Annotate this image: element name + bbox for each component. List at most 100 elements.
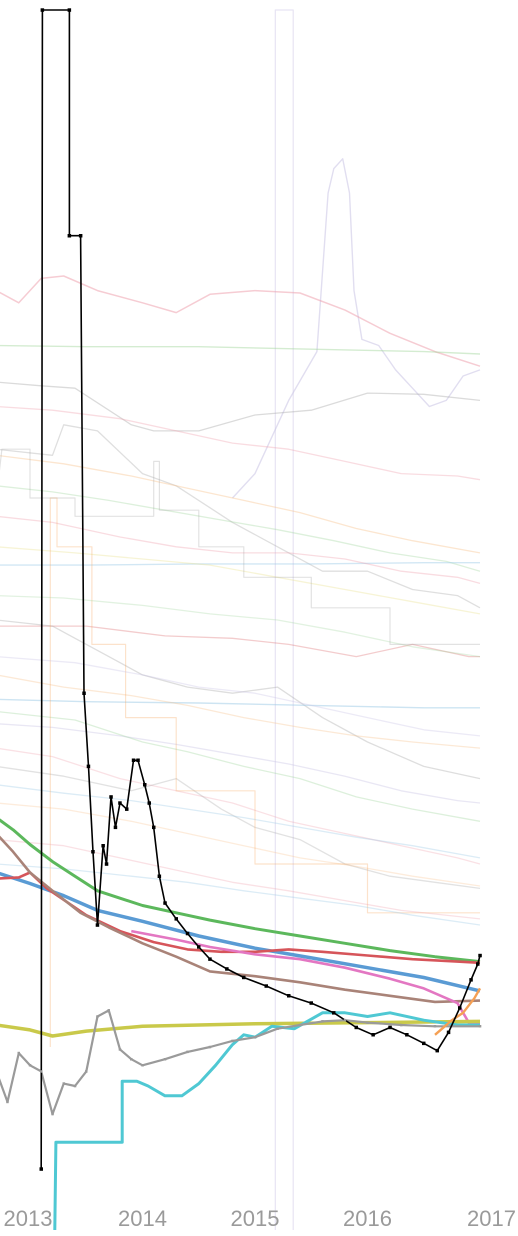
- series-line-f-blue-1: [0, 562, 480, 566]
- series-line-f-blue-3: [0, 784, 481, 859]
- point-black-3: [67, 234, 72, 238]
- point-black-8: [95, 923, 100, 927]
- point-black-22: [174, 917, 178, 921]
- x-tick-label-2016: 2016: [343, 1206, 392, 1231]
- series-line-brown: [0, 835, 481, 1004]
- point-gray-12: [130, 1058, 133, 1061]
- point-gray-9: [96, 1015, 99, 1018]
- series-line-f-blue-2: [0, 698, 480, 709]
- point-black-25: [208, 957, 212, 961]
- point-black-32: [354, 1025, 358, 1030]
- series-line-f-pink-top: [0, 275, 481, 367]
- point-black-4: [78, 234, 83, 238]
- point-gray-17: [231, 1039, 234, 1043]
- series-line-f-green-1: [0, 344, 481, 355]
- series-line-f-orange-1: [0, 455, 481, 554]
- point-black-24: [197, 945, 201, 949]
- point-black-37: [435, 1048, 439, 1053]
- series-line-orange: [434, 987, 482, 1036]
- point-black-27: [242, 975, 246, 980]
- point-black-21: [163, 901, 167, 905]
- series-line-f-pink-4: [0, 748, 481, 865]
- point-black-0: [39, 1167, 43, 1171]
- point-black-41: [476, 962, 480, 966]
- series-line-f-gray-1: [0, 381, 481, 432]
- series-line-f-pink-3: [0, 516, 481, 585]
- point-gray-6: [62, 1082, 65, 1085]
- x-axis: 2013 2014 2015 2016 2017: [4, 1206, 516, 1231]
- point-black-35: [405, 1033, 409, 1037]
- point-gray-1: [6, 1100, 9, 1104]
- series-line-f-lav-2: [0, 656, 481, 737]
- series-line-f-orange-3: [0, 802, 481, 887]
- point-black-11: [109, 795, 113, 799]
- point-black-36: [422, 1041, 426, 1046]
- point-black-6: [86, 764, 91, 769]
- point-black-38: [446, 1030, 451, 1035]
- x-tick-label-2013: 2013: [4, 1206, 53, 1231]
- series-line-f-red-1: [0, 625, 480, 658]
- series-layer: [0, 9, 482, 1231]
- series-line-f-orange-2: [0, 674, 481, 749]
- point-gray-11: [118, 1048, 122, 1051]
- series-line-f-blue-4: [0, 863, 481, 926]
- point-gray-24: [400, 1023, 403, 1027]
- point-gray-13: [141, 1064, 144, 1067]
- x-tick-label-2014: 2014: [118, 1206, 167, 1231]
- point-gray-21: [321, 1020, 324, 1023]
- series-line-f-gray-5: [0, 448, 480, 645]
- point-black-16: [136, 758, 140, 762]
- point-black-34: [388, 1025, 392, 1030]
- series-line-lav-spike: [231, 158, 481, 499]
- point-black-33: [371, 1033, 375, 1037]
- point-gray-8: [85, 1070, 88, 1073]
- marker-layer: [6, 8, 482, 1171]
- series-line-f-pink-2: [0, 406, 481, 481]
- point-black-20: [157, 874, 162, 878]
- point-black-40: [469, 978, 473, 982]
- series-line-gray: [0, 1009, 480, 1116]
- series-line-f-gray-3: [0, 619, 481, 780]
- series-line-f-green-2: [0, 485, 481, 572]
- point-black-14: [125, 807, 129, 811]
- point-gray-19: [276, 1027, 279, 1030]
- point-black-7: [91, 850, 95, 854]
- point-gray-14: [163, 1058, 167, 1061]
- point-black-42: [478, 953, 482, 958]
- series-line-lav-wall: [274, 9, 294, 1230]
- point-gray-7: [73, 1084, 77, 1088]
- point-gray-5: [51, 1112, 54, 1116]
- series-line-f-yellow-1: [0, 546, 481, 615]
- point-black-39: [458, 1006, 462, 1010]
- series-line-f-gray-4: [0, 766, 481, 890]
- point-black-19: [152, 825, 156, 830]
- series-line-f-green-4: [0, 595, 481, 658]
- point-gray-3: [28, 1064, 32, 1067]
- point-black-28: [264, 984, 268, 988]
- point-black-30: [309, 1001, 313, 1005]
- point-gray-2: [17, 1051, 20, 1055]
- point-gray-18: [253, 1036, 257, 1039]
- point-black-29: [287, 994, 291, 998]
- point-gray-26: [478, 1025, 482, 1028]
- x-tick-label-2017: 2017: [467, 1206, 516, 1231]
- point-gray-23: [366, 1021, 369, 1024]
- x-tick-label-2015: 2015: [231, 1206, 280, 1231]
- series-line-f-green-3: [0, 711, 481, 822]
- point-black-2: [67, 8, 72, 12]
- point-black-9: [101, 844, 105, 848]
- series-line-f-orange-4: [49, 497, 480, 1047]
- point-black-17: [143, 783, 147, 787]
- point-black-23: [185, 931, 190, 936]
- point-black-13: [118, 801, 122, 805]
- series-line-f-gray-2: [0, 424, 481, 609]
- point-black-15: [131, 758, 136, 762]
- point-black-1: [40, 8, 45, 12]
- point-black-12: [113, 825, 118, 830]
- point-black-5: [82, 691, 86, 695]
- point-black-18: [147, 801, 151, 805]
- point-gray-25: [433, 1025, 437, 1028]
- point-black-10: [104, 862, 109, 866]
- series-line-red: [0, 871, 481, 965]
